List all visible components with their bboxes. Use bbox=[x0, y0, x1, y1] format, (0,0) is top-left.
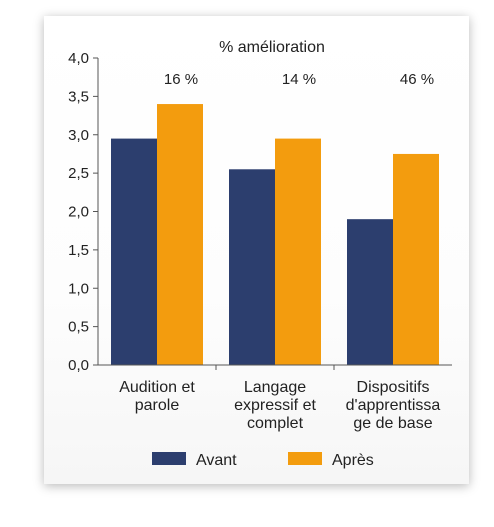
chart-title: % amélioration bbox=[219, 39, 325, 56]
improvement-label: 14 % bbox=[282, 71, 316, 88]
bar-apres bbox=[275, 138, 321, 365]
y-tick-label: 2,0 bbox=[68, 204, 89, 221]
bar-avant bbox=[229, 169, 275, 365]
x-tick-label: Audition et parole bbox=[119, 379, 195, 414]
x-tick-label: Dispositifs d'apprentissa ge de base bbox=[346, 379, 441, 432]
legend-label: Après bbox=[332, 452, 374, 469]
y-tick-label: 3,0 bbox=[68, 127, 89, 144]
y-tick-label: 4,0 bbox=[68, 50, 89, 67]
improvement-labels: 16 % 14 % 46 % bbox=[164, 71, 434, 88]
y-tick-label: 1,5 bbox=[68, 242, 89, 259]
x-tick-label: Langage expressif et complet bbox=[234, 379, 316, 432]
y-tick-label: 3,5 bbox=[68, 88, 89, 105]
bar-apres bbox=[157, 104, 203, 366]
y-tick-label: 2,5 bbox=[68, 165, 89, 182]
bars bbox=[111, 104, 439, 366]
improvement-label: 46 % bbox=[400, 71, 434, 88]
legend-swatch bbox=[288, 452, 322, 465]
legend: Avant Après bbox=[152, 452, 374, 469]
bar-avant bbox=[111, 138, 157, 365]
y-tick-label: 1,0 bbox=[68, 280, 89, 297]
bar-apres bbox=[393, 153, 439, 365]
y-tick-label: 0,5 bbox=[68, 319, 89, 336]
bar-avant bbox=[347, 219, 393, 365]
legend-label: Avant bbox=[196, 452, 237, 469]
x-axis: Audition et parole Langage expressif et comp… bbox=[98, 364, 452, 432]
legend-swatch bbox=[152, 452, 186, 465]
improvement-label: 16 % bbox=[164, 71, 198, 88]
y-tick-label: 0,0 bbox=[68, 357, 89, 374]
y-axis: 0,0 0,5 1,0 1,5 2,0 2,5 3,0 3,5 4,0 bbox=[68, 50, 99, 374]
